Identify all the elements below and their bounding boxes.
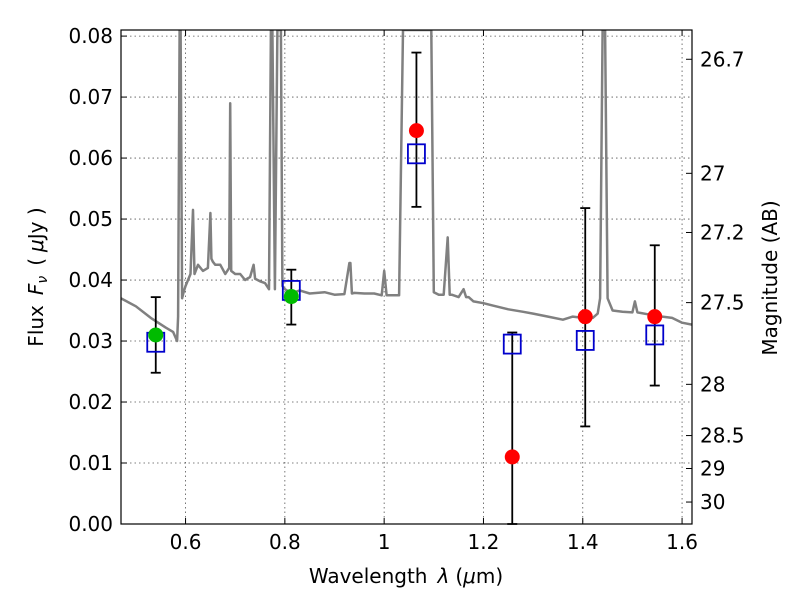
model-square <box>407 143 426 165</box>
y2-tick-label: 28 <box>700 372 725 396</box>
x-tick-label: 1.2 <box>468 530 500 554</box>
y2-tick-label: 28.5 <box>700 424 745 448</box>
spectrum-line <box>121 30 692 343</box>
x-tick-label: 0.8 <box>269 530 301 554</box>
y-tick-label: 0.05 <box>68 207 113 231</box>
model-square <box>575 330 595 351</box>
y-tick-label: 0.07 <box>68 85 113 109</box>
y-tick-label: 0.06 <box>68 146 113 170</box>
y-tick-label: 0.01 <box>68 451 113 475</box>
x-tick-label: 1.4 <box>567 530 599 554</box>
y-tick-label: 0.03 <box>68 329 113 353</box>
y-tick-label: 0.00 <box>68 512 113 536</box>
x-tick-label: 1.6 <box>666 530 698 554</box>
y2-tick-label: 30 <box>700 490 725 514</box>
data-point <box>647 309 663 325</box>
model-square <box>502 333 522 355</box>
x-tick-label: 1 <box>378 530 391 554</box>
data-point <box>504 449 520 465</box>
x-tick-label: 0.6 <box>170 530 202 554</box>
y2-tick-label: 27 <box>700 161 725 185</box>
y-tick-label: 0.08 <box>68 24 113 48</box>
x-axis-label: Wavelength λ (μm) <box>309 564 503 588</box>
data-point <box>148 327 164 343</box>
marker-layer <box>146 123 665 465</box>
y2-tick-label: 27.5 <box>700 291 745 315</box>
data-point <box>408 123 424 139</box>
y2-axis-label: Magnitude (AB) <box>758 200 782 355</box>
y-tick-label: 0.02 <box>68 390 113 414</box>
data-point <box>283 289 299 305</box>
y2-tick-label: 29 <box>700 457 725 481</box>
tick-layer: 0.6 0.8 1 1.2 1.4 1.6 0.00 0.01 0.02 0.03 0.04 0.05… <box>68 24 744 554</box>
y-axis-label: FluxFν(μJy ) <box>24 207 51 346</box>
plot-frame <box>120 29 693 525</box>
data-point <box>577 309 593 325</box>
spectrum-layer <box>121 30 692 343</box>
y2-tick-label: 26.7 <box>700 47 745 71</box>
y-tick-label: 0.04 <box>68 268 113 292</box>
model-square <box>645 324 665 346</box>
y2-tick-label: 27.2 <box>700 220 745 244</box>
